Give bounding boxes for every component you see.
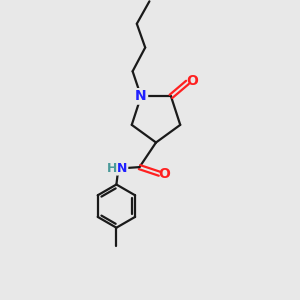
Text: N: N — [135, 89, 147, 103]
Text: O: O — [187, 74, 199, 88]
Text: N: N — [117, 162, 128, 175]
Text: H: H — [107, 162, 117, 175]
Text: O: O — [159, 167, 170, 181]
